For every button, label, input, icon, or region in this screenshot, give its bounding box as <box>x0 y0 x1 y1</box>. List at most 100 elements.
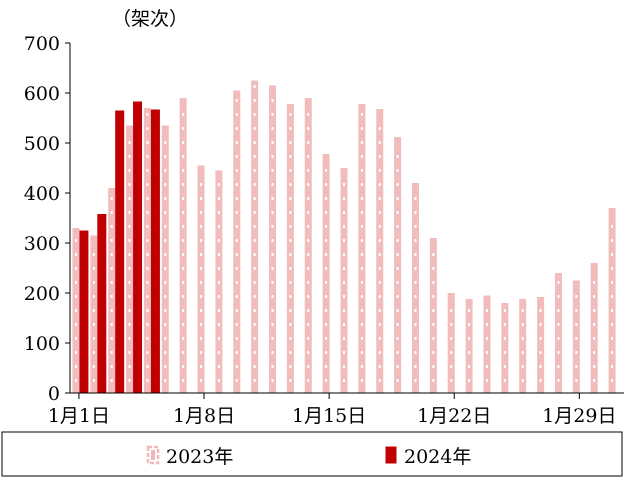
series-2024-bars <box>79 101 160 393</box>
bar-2023-gap <box>414 225 417 228</box>
bar-2023-gap <box>539 309 542 312</box>
bar-2023-gap <box>378 169 381 172</box>
bar-2023-gap <box>360 141 363 144</box>
bar-2023-gap <box>74 365 77 368</box>
bar-2023-gap <box>325 281 328 284</box>
bar-2023-gap <box>289 211 292 214</box>
bar-2023-gap <box>74 267 77 270</box>
bar-2023-gap <box>110 281 113 284</box>
bar-2023-gap <box>557 379 560 382</box>
bar-2023-gap <box>253 211 256 214</box>
bar-2023-gap <box>307 197 310 200</box>
bar-2023-gap <box>253 85 256 88</box>
bar-2023-gap <box>432 295 435 298</box>
bar-2023-gap <box>343 225 345 228</box>
bar-2023-gap <box>557 351 560 354</box>
bar-2023-day-3 <box>108 188 116 393</box>
bar-2023-gap <box>343 309 345 312</box>
bar-2023-gap <box>485 365 488 368</box>
y-axis-ticks: 0 100 200 300 400 500 600 700 <box>24 33 70 405</box>
bar-2023-gap <box>450 351 453 354</box>
bar-2023-gap <box>235 141 238 144</box>
bar-2023-gap <box>200 253 203 256</box>
bar-2023-gap <box>128 169 131 172</box>
bar-2023-gap <box>557 295 560 298</box>
x-tick-label: 1月29日 <box>542 405 616 427</box>
bar-2023-day-11 <box>251 80 259 393</box>
bar-2023-gap <box>253 113 256 116</box>
bar-2023-day-28 <box>554 273 562 393</box>
bar-2023-gap <box>432 379 435 382</box>
bar-2023-gap <box>74 295 77 298</box>
bar-2023-gap <box>92 323 95 326</box>
bar-2023-gap <box>557 337 560 340</box>
bar-2023-gap <box>146 365 149 368</box>
unit-label: （架次） <box>112 8 188 30</box>
bar-2023-gap <box>289 351 292 354</box>
bar-2023-gap <box>396 169 399 172</box>
bar-2023-gap <box>414 309 417 312</box>
bar-2023-gap <box>271 169 274 172</box>
bar-2023-gap <box>396 155 399 158</box>
bar-2023-gap <box>593 351 596 354</box>
bar-2023-gap <box>217 197 220 200</box>
bar-2023-gap <box>307 337 310 340</box>
bar-2023-gap <box>182 183 185 186</box>
bar-2023-gap <box>92 295 95 298</box>
bar-2023-gap <box>289 379 292 382</box>
bar-2023-gap <box>146 253 149 256</box>
bar-2023-gap <box>217 267 220 270</box>
bar-2023-gap <box>200 211 203 214</box>
bar-2023-gap <box>611 323 614 326</box>
x-tick-label: 1月1日 <box>48 405 110 427</box>
bar-2024-day-5 <box>150 109 160 393</box>
bar-2023-gap <box>503 379 506 382</box>
bar-2023-gap <box>611 337 614 340</box>
bar-2023-gap <box>611 379 614 382</box>
bar-2023-gap <box>432 323 435 326</box>
bar-2023-gap <box>378 253 381 256</box>
bar-2023-gap <box>521 379 524 382</box>
bar-2023-gap <box>128 323 131 326</box>
bar-2023-gap <box>182 309 185 312</box>
bar-2023-gap <box>289 295 292 298</box>
bar-2023-gap <box>253 99 256 102</box>
bar-2023-gap <box>414 253 417 256</box>
bar-2023-gap <box>396 365 399 368</box>
bar-2023-gap <box>396 253 399 256</box>
bar-2023-gap <box>414 267 417 270</box>
bar-2023-gap <box>503 309 506 312</box>
bar-2023-gap <box>360 127 363 130</box>
bar-2023-gap <box>485 337 488 340</box>
bar-2023-gap <box>307 183 310 186</box>
y-tick-label: 100 <box>24 333 60 355</box>
bar-2023-gap <box>235 113 238 116</box>
bar-2023-day-23 <box>465 299 473 393</box>
bar-2023-gap <box>378 351 381 354</box>
bar-2023-gap <box>360 365 363 368</box>
bar-2023-gap <box>289 267 292 270</box>
bar-2023-gap <box>575 365 578 368</box>
bar-2023-gap <box>182 113 185 116</box>
bar-2023-gap <box>343 281 345 284</box>
bar-2023-gap <box>128 141 131 144</box>
bar-2023-gap <box>378 155 381 158</box>
bar-2023-gap <box>92 351 95 354</box>
bar-2023-gap <box>289 127 292 130</box>
bar-2023-gap <box>414 379 417 382</box>
bar-2023-gap <box>325 211 328 214</box>
bar-2023-gap <box>521 337 524 340</box>
bar-2023-gap <box>110 253 113 256</box>
bar-2023-gap <box>146 267 149 270</box>
bar-2023-gap <box>378 239 381 242</box>
bar-2023-gap <box>307 141 310 144</box>
bar-2023-gap <box>253 351 256 354</box>
bar-2023-gap <box>611 295 614 298</box>
bar-2023-gap <box>128 337 131 340</box>
bar-2023-gap <box>253 267 256 270</box>
bar-2023-gap <box>182 239 185 242</box>
bar-2023-day-6 <box>161 125 169 393</box>
bar-2023-gap <box>235 267 238 270</box>
bar-2023-gap <box>360 309 363 312</box>
bar-2023-gap <box>325 253 328 256</box>
